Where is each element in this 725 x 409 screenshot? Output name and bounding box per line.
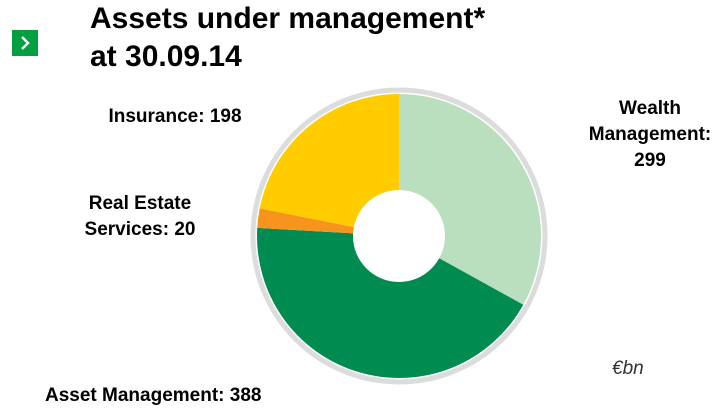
slice-label: Insurance: 198 (108, 106, 242, 127)
slice-label: Real Estate Services: 20 (84, 193, 196, 240)
unit-note: €bn (612, 358, 644, 379)
arrow-icon (12, 30, 38, 56)
slice-label: Wealth Management: 299 (588, 98, 712, 171)
pie-hole (353, 190, 445, 282)
arrow-chevron (21, 36, 30, 50)
slice-label: Asset Management: 388 (45, 385, 262, 406)
pie-slice (259, 94, 399, 236)
chart-title: Assets under management* at 30.09.14 (90, 2, 486, 73)
pie-slice (257, 227, 524, 378)
